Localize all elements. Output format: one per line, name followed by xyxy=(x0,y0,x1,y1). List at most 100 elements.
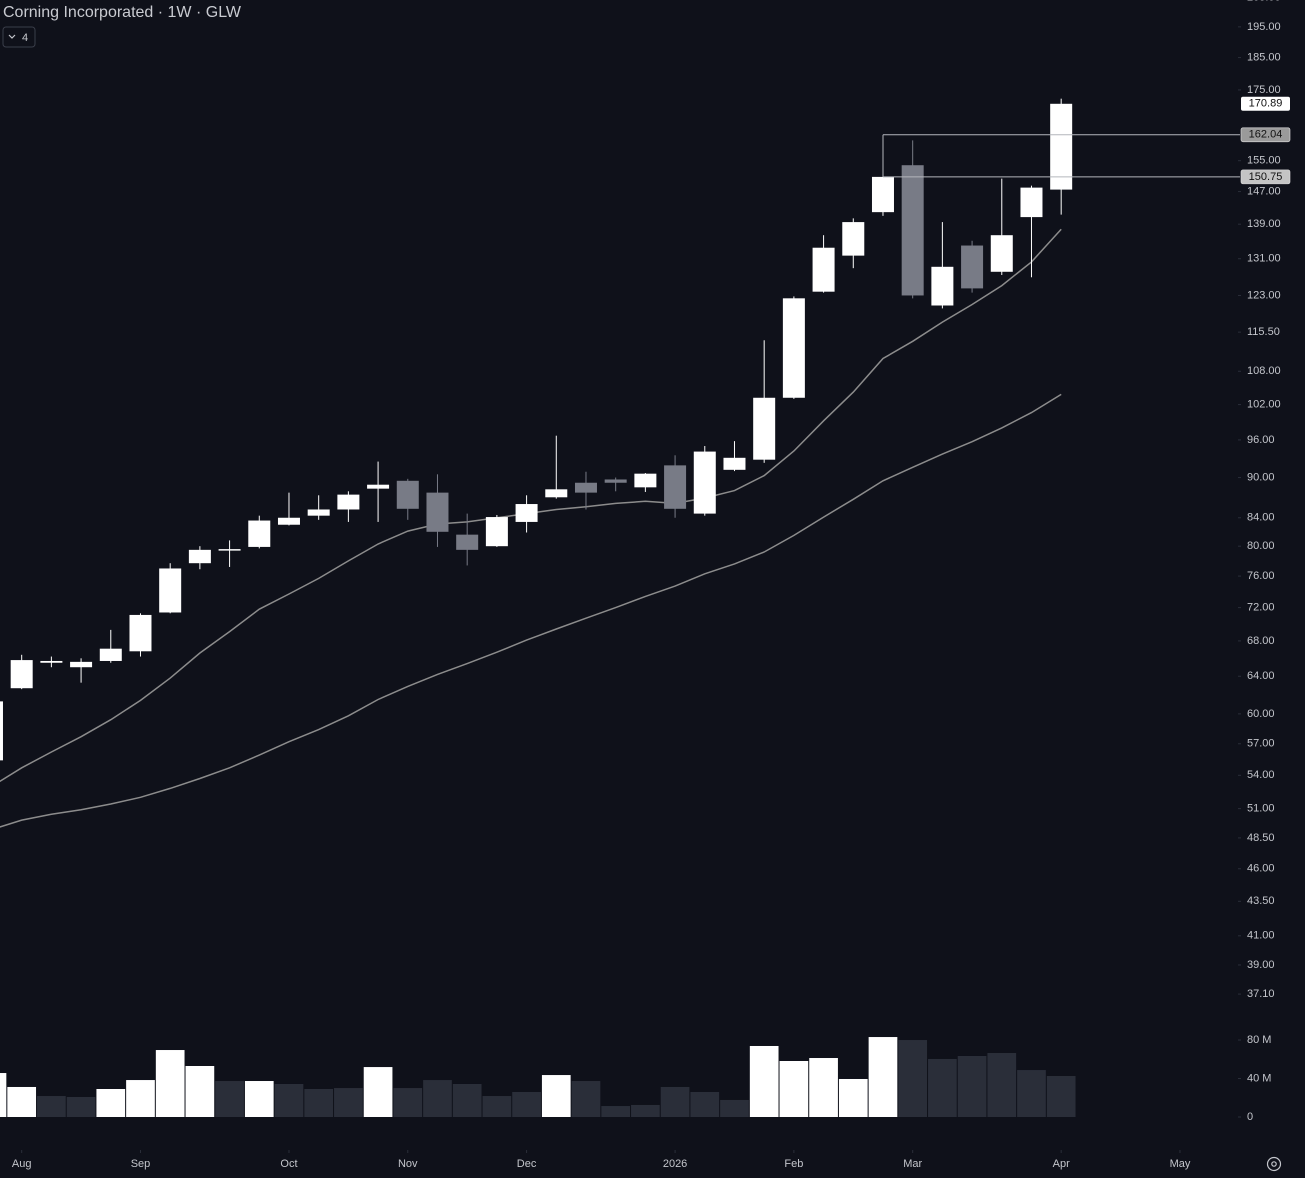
y-tick-label: 205.00 xyxy=(1247,0,1281,4)
volume-bar xyxy=(660,1086,690,1117)
volume-bar xyxy=(215,1081,244,1117)
x-tick-label: Sep xyxy=(131,1158,151,1170)
candle-body xyxy=(396,480,419,509)
candle-body xyxy=(664,465,687,509)
y-tick-label: 72.00 xyxy=(1247,602,1275,614)
candle-body xyxy=(277,517,300,525)
candle-body xyxy=(1050,103,1073,190)
candle-body xyxy=(188,549,211,564)
volume-bar xyxy=(185,1066,215,1117)
volume-bar xyxy=(244,1081,274,1117)
candle-body xyxy=(70,661,93,668)
volume-bar xyxy=(274,1083,304,1117)
y-tick-label: 37.10 xyxy=(1247,988,1275,1000)
volume-bar xyxy=(571,1081,601,1117)
candle-body xyxy=(842,222,865,256)
y-tick-label: 41.00 xyxy=(1247,930,1275,942)
chevron-icon[interactable] xyxy=(8,34,16,39)
candle-body xyxy=(545,489,568,498)
volume-tick-label: 40 M xyxy=(1247,1072,1271,1084)
volume-bar xyxy=(304,1088,334,1117)
y-tick-label: 102.00 xyxy=(1247,398,1281,410)
candle-body xyxy=(990,235,1013,272)
y-tick-label: 51.00 xyxy=(1247,803,1275,815)
volume-bar xyxy=(749,1045,779,1117)
y-tick-label: 64.00 xyxy=(1247,670,1275,682)
x-tick-label: Dec xyxy=(517,1158,537,1170)
y-tick-label: 76.00 xyxy=(1247,570,1275,582)
y-tick-label: 139.00 xyxy=(1247,218,1281,230)
candle-body xyxy=(574,482,597,493)
volume-bar xyxy=(334,1088,363,1117)
candle-body xyxy=(753,397,776,460)
y-tick-label: 115.50 xyxy=(1247,326,1280,338)
volume-bar xyxy=(601,1106,631,1117)
volume-tick-label: 80 M xyxy=(1247,1034,1271,1046)
indicator-toggle[interactable]: 4 xyxy=(2,26,36,48)
level-label: 162.04 xyxy=(1249,129,1283,141)
y-tick-label: 90.00 xyxy=(1247,471,1275,483)
candle-body xyxy=(931,266,954,306)
y-tick-label: 46.00 xyxy=(1247,863,1275,875)
volume-bar xyxy=(928,1058,957,1117)
y-tick-label: 96.00 xyxy=(1247,434,1275,446)
settings-icon[interactable] xyxy=(1266,1156,1282,1172)
candle-body xyxy=(604,479,627,483)
volume-bar xyxy=(987,1053,1017,1117)
candle-body xyxy=(159,568,182,613)
volume-bar xyxy=(0,1073,7,1117)
volume-bar xyxy=(452,1083,482,1117)
settings-button[interactable] xyxy=(1266,1156,1282,1172)
last-price-box xyxy=(1241,96,1290,111)
y-tick-label: 43.50 xyxy=(1247,895,1275,907)
chart-title: Corning Incorporated · 1W · GLW xyxy=(3,4,242,21)
candle-body xyxy=(367,484,390,489)
candle-body xyxy=(248,520,271,547)
y-tick-label: 108.00 xyxy=(1247,365,1281,377)
candle-body xyxy=(456,534,479,550)
volume-bar xyxy=(363,1067,393,1117)
volume-bar xyxy=(96,1088,126,1117)
volume-bar xyxy=(838,1078,868,1117)
volume-bar xyxy=(720,1099,749,1117)
candle-body xyxy=(723,457,746,470)
volume-bar xyxy=(779,1060,809,1117)
y-tick-label: 84.00 xyxy=(1247,512,1275,524)
volume-bar xyxy=(1017,1070,1046,1117)
volume-bar xyxy=(512,1091,541,1117)
indicator-box[interactable] xyxy=(2,26,36,48)
y-tick-label: 131.00 xyxy=(1247,253,1281,265)
x-tick-label: Mar xyxy=(903,1158,922,1170)
x-tick-label: May xyxy=(1170,1158,1191,1170)
candle-body xyxy=(337,494,360,510)
y-tick-label: 123.00 xyxy=(1247,289,1281,301)
volume-bar xyxy=(66,1096,96,1117)
x-tick-label: Oct xyxy=(280,1158,297,1170)
y-tick-label: 54.00 xyxy=(1247,769,1275,781)
candle-body xyxy=(782,298,805,398)
last-price-label: 170.89 xyxy=(1249,98,1283,110)
volume-bar xyxy=(898,1040,928,1117)
y-tick-label: 60.00 xyxy=(1247,708,1275,720)
volume-bar xyxy=(423,1080,452,1117)
volume-bar xyxy=(631,1104,660,1117)
y-tick-label: 175.00 xyxy=(1247,84,1281,96)
volume-bar xyxy=(1046,1076,1076,1117)
settings-icon-center[interactable] xyxy=(1271,1161,1277,1167)
volume-bar xyxy=(482,1096,512,1117)
volume-bar xyxy=(7,1086,37,1117)
level-label-box xyxy=(1240,127,1291,143)
volume-bar xyxy=(126,1080,155,1117)
x-tick-label: Apr xyxy=(1053,1158,1070,1170)
candle-body xyxy=(129,614,152,652)
plot xyxy=(0,98,1240,1117)
candle-body xyxy=(901,165,924,296)
candle-body xyxy=(693,451,716,514)
y-tick-label: 155.00 xyxy=(1247,155,1281,167)
y-tick-label: 68.00 xyxy=(1247,635,1275,647)
x-tick-label: Aug xyxy=(12,1158,32,1170)
indicator-count[interactable]: 4 xyxy=(22,32,28,44)
